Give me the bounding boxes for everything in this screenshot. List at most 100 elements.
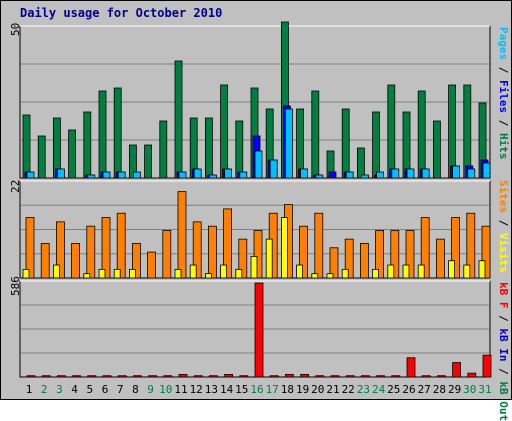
hits-bar-19 <box>296 108 305 179</box>
x-tick-label-18: 18 <box>280 383 295 396</box>
visits-bar-5 <box>83 273 91 279</box>
visits-bar-11 <box>174 268 182 279</box>
kbf-bar-24 <box>376 375 386 378</box>
legend-part-0: Sites <box>497 180 510 214</box>
sites-bar-20 <box>314 212 324 279</box>
files-bar-21 <box>328 171 337 179</box>
visits-bar-14 <box>220 264 228 279</box>
visits-bar-22 <box>341 268 349 279</box>
sites-bar-30 <box>466 212 476 279</box>
kbf-bar-15 <box>239 375 249 378</box>
visits-bar-25 <box>387 264 395 279</box>
kbf-bar-6 <box>102 375 112 378</box>
legend-part-2: Visits <box>497 233 510 273</box>
visits-bar-1 <box>22 268 30 279</box>
sites-bar-14 <box>223 208 233 279</box>
kbf-bar-14 <box>224 374 234 378</box>
hits-bar-10 <box>159 120 168 179</box>
x-tick-label-19: 19 <box>295 383 310 396</box>
hits-bar-8 <box>128 144 137 179</box>
sites-bar-26 <box>405 230 415 279</box>
visits-bar-19 <box>296 264 304 279</box>
legend-part-0: Pages <box>497 27 510 61</box>
bottom-legend-label: kB F / kB In / kB Out <box>497 282 510 421</box>
hits-bar-1 <box>22 114 31 179</box>
x-tick-label-26: 26 <box>402 383 416 396</box>
pages-bar-31 <box>482 162 491 179</box>
x-tick-label-17: 17 <box>265 383 279 396</box>
x-tick-label-29: 29 <box>447 383 462 396</box>
visits-bar-17 <box>265 238 273 279</box>
kbf-bar-9 <box>148 375 158 378</box>
kbf-bar-25 <box>391 375 401 378</box>
visits-bar-15 <box>235 268 243 279</box>
x-tick-label-14: 14 <box>219 383 234 396</box>
x-tick-label-23: 23 <box>356 383 371 396</box>
pages-bar-11 <box>178 171 187 179</box>
x-tick-label-16: 16 <box>250 383 264 396</box>
visits-bar-27 <box>417 264 425 279</box>
kbf-bar-17 <box>269 375 279 378</box>
pages-bar-30 <box>467 168 476 179</box>
sites-bar-5 <box>86 225 96 279</box>
visits-bar-31 <box>478 260 486 279</box>
kbf-bar-7 <box>117 375 127 378</box>
visits-bar-30 <box>463 264 471 279</box>
x-tick-label-21: 21 <box>326 383 340 396</box>
x-tick-label-11: 11 <box>174 383 188 396</box>
sites-bar-23 <box>359 243 369 279</box>
middle-ymax-label: 22 <box>9 179 22 193</box>
visits-bar-12 <box>189 264 197 279</box>
x-tick-label-9: 9 <box>147 383 154 396</box>
kbf-bar-30 <box>467 372 477 378</box>
x-tick-label-30: 30 <box>463 383 477 396</box>
pages-bar-8 <box>132 171 141 179</box>
legend-part-0: kB F <box>497 282 510 309</box>
x-tick-label-4: 4 <box>71 383 78 396</box>
pages-bar-12 <box>193 168 202 179</box>
kbf-bar-12 <box>193 375 203 378</box>
sites-bar-12 <box>192 221 202 279</box>
sites-bar-10 <box>162 230 172 279</box>
kbf-bar-4 <box>72 375 81 378</box>
sites-bar-21 <box>329 247 339 279</box>
hits-bar-4 <box>68 129 76 179</box>
legend-part-3: / <box>497 361 510 382</box>
usage-chart <box>19 21 492 378</box>
pages-bar-5 <box>87 174 96 179</box>
x-tick-label-13: 13 <box>204 383 219 396</box>
x-tick-label-24: 24 <box>371 383 386 396</box>
visits-bar-16 <box>250 256 258 279</box>
legend-part-1: / <box>497 308 510 329</box>
visits-bar-20 <box>311 273 319 279</box>
sites-bar-25 <box>390 230 400 279</box>
x-tick-label-20: 20 <box>311 383 325 396</box>
sites-bar-8 <box>131 243 141 279</box>
legend-part-4: Hits <box>497 133 510 160</box>
hits-bar-22 <box>341 108 350 179</box>
sites-bar-9 <box>147 251 157 279</box>
x-tick-label-15: 15 <box>235 383 249 396</box>
kbf-bar-3 <box>57 375 66 378</box>
sites-bar-7 <box>116 212 126 279</box>
sites-bar-29 <box>451 217 461 279</box>
pages-bar-22 <box>345 171 354 179</box>
sites-bar-19 <box>299 225 309 279</box>
sites-bar-6 <box>101 217 111 279</box>
sites-bar-27 <box>420 217 430 279</box>
visits-bar-8 <box>128 268 136 279</box>
pages-bar-16 <box>254 150 263 179</box>
x-tick-label-27: 27 <box>417 383 431 396</box>
kbf-bar-5 <box>87 375 97 378</box>
chart-title: Daily usage for October 2010 <box>20 6 223 20</box>
bottom-ymax-label: 586 <box>9 276 22 296</box>
visits-bar-6 <box>98 268 106 279</box>
x-tick-label-31: 31 <box>478 383 492 396</box>
pages-bar-20 <box>315 174 324 179</box>
hits-bar-26 <box>402 111 411 179</box>
hits-bar-24 <box>372 111 381 179</box>
kbf-bar-11 <box>178 374 188 378</box>
pages-bar-1 <box>26 171 35 179</box>
kbf-bar-18 <box>284 374 294 378</box>
pages-bar-13 <box>208 174 217 179</box>
